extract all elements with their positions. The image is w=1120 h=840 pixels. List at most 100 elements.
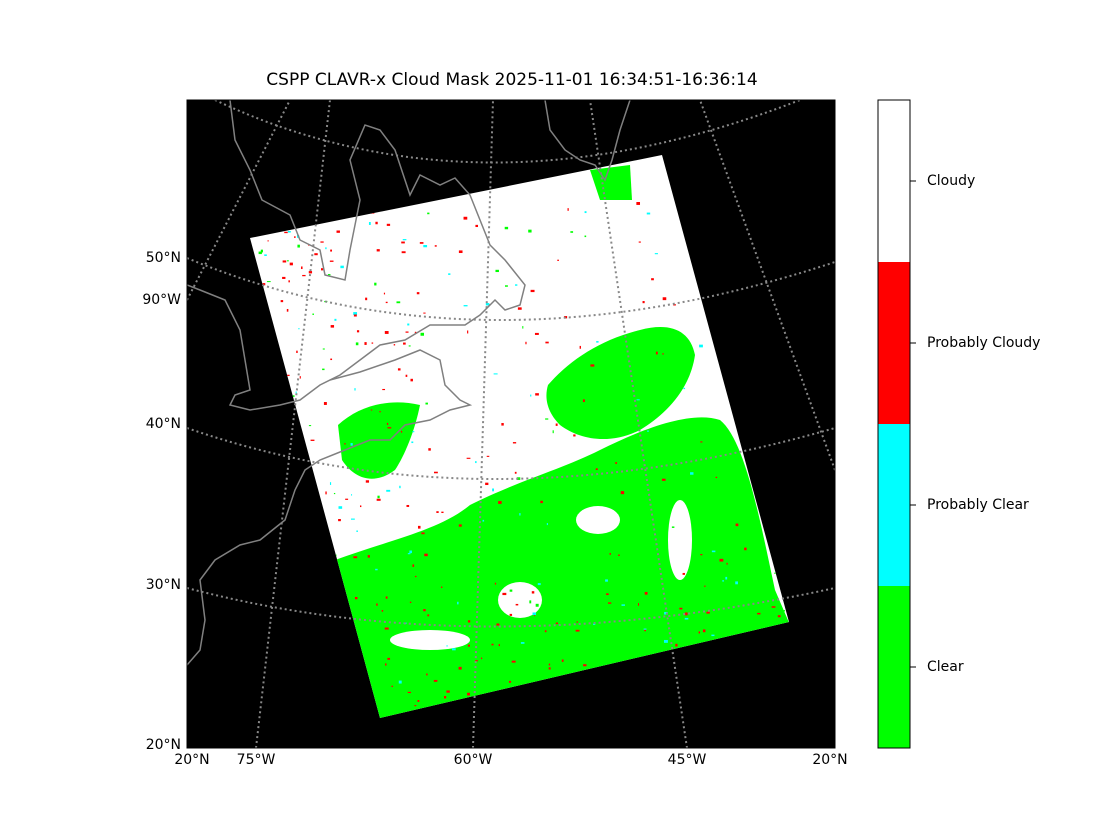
speckle — [557, 671, 559, 673]
speckle — [301, 266, 303, 270]
speckle — [322, 348, 325, 350]
speckle — [282, 276, 286, 279]
speckle — [384, 331, 389, 334]
speckle — [351, 494, 353, 496]
speckle — [702, 629, 706, 633]
speckle — [314, 253, 318, 256]
cloud-patch — [498, 582, 542, 618]
speckle — [618, 554, 620, 556]
speckle — [559, 635, 563, 638]
speckle — [711, 634, 715, 637]
map-title: CSPP CLAVR-x Cloud Mask 2025-11-01 16:34… — [266, 70, 757, 90]
speckle — [427, 212, 430, 215]
speckle — [361, 555, 363, 557]
speckle — [584, 235, 587, 238]
speckle — [582, 399, 585, 403]
coastline — [544, 100, 631, 182]
speckle — [376, 498, 381, 501]
speckle — [545, 418, 549, 420]
speckle — [628, 573, 631, 575]
speckle — [345, 498, 349, 500]
speckle — [370, 409, 373, 411]
speckle — [679, 607, 683, 610]
speckle — [620, 491, 625, 495]
speckle — [355, 342, 359, 346]
speckle — [744, 547, 747, 551]
speckle — [646, 212, 651, 215]
speckle — [729, 571, 733, 575]
speckle — [532, 612, 537, 616]
speckle — [655, 351, 658, 355]
speckle — [643, 628, 647, 630]
speckle — [356, 330, 360, 333]
speckle — [550, 603, 554, 606]
speckle — [690, 472, 694, 475]
speckle — [667, 594, 669, 596]
speckle — [567, 208, 569, 211]
speckle — [463, 305, 468, 307]
lon-label: 20°N — [174, 752, 209, 768]
speckle — [706, 611, 710, 614]
speckle — [754, 570, 759, 573]
speckle — [447, 624, 451, 626]
meridian — [589, 100, 688, 748]
speckle — [338, 506, 343, 509]
speckle — [446, 645, 448, 647]
speckle — [647, 545, 652, 548]
speckle — [504, 285, 508, 287]
speckle — [485, 482, 489, 486]
speckle — [349, 581, 351, 583]
speckle — [364, 342, 367, 345]
cloud-patch — [668, 500, 692, 580]
speckle — [390, 656, 394, 658]
speckle — [398, 680, 402, 684]
speckle — [383, 292, 386, 295]
speckle — [414, 704, 417, 707]
speckle — [530, 289, 535, 293]
colorbar-label: Probably Clear — [927, 497, 1029, 513]
speckle — [407, 691, 411, 694]
speckle — [579, 345, 581, 349]
speckle — [386, 489, 391, 492]
speckle — [354, 596, 358, 600]
speckle — [675, 643, 678, 647]
speckle — [557, 259, 559, 261]
speckle — [383, 412, 387, 416]
speckle — [638, 241, 641, 243]
speckle — [463, 216, 468, 220]
speckle — [548, 663, 551, 666]
speckle — [321, 268, 324, 271]
parallel — [187, 587, 835, 628]
speckle — [403, 342, 406, 345]
speckle — [544, 630, 547, 633]
meridian — [472, 100, 494, 748]
speckle — [280, 300, 284, 303]
speckle — [386, 223, 391, 226]
speckle — [642, 472, 645, 474]
speckle — [325, 247, 327, 250]
speckle — [344, 443, 346, 445]
speckle — [715, 476, 718, 479]
speckle — [286, 260, 289, 262]
cloud-patch — [576, 506, 620, 534]
speckle — [458, 524, 462, 527]
speckle — [365, 480, 370, 483]
speckle — [493, 373, 498, 375]
speckle — [353, 312, 358, 315]
speckle — [576, 621, 578, 623]
speckle — [433, 548, 438, 550]
speckle — [549, 622, 552, 625]
speckle — [387, 427, 392, 429]
speckle — [288, 280, 290, 283]
speckle — [416, 292, 420, 295]
speckle — [434, 471, 438, 474]
speckle — [350, 518, 355, 520]
colorbar-frame — [877, 99, 911, 749]
speckle — [377, 495, 380, 499]
speckle — [396, 301, 401, 304]
speckle — [308, 271, 313, 274]
speckle — [530, 394, 532, 397]
meridian — [255, 100, 331, 748]
map-frame — [186, 99, 836, 749]
speckle — [509, 589, 513, 592]
